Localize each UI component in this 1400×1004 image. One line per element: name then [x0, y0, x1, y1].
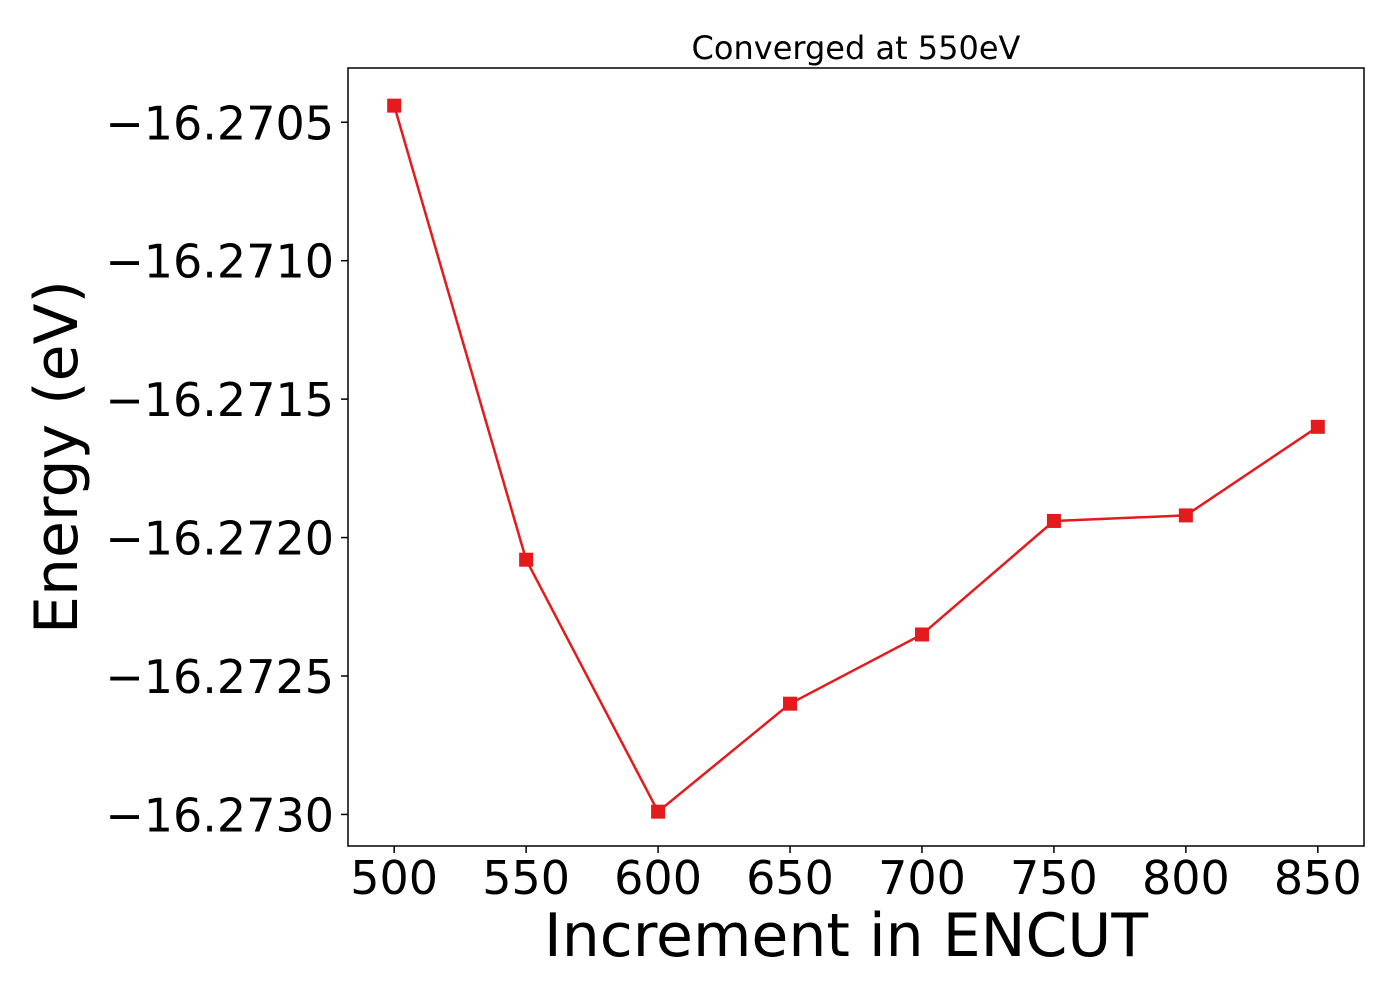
y-tick-label: −16.2715 [105, 373, 334, 427]
data-point-marker [914, 627, 929, 642]
x-tick-label: 650 [746, 851, 834, 905]
data-point-marker [387, 98, 402, 113]
data-point-marker [519, 552, 534, 567]
chart-title: Converged at 550eV [692, 29, 1021, 67]
y-tick-label: −16.2705 [105, 96, 334, 150]
y-tick-label: −16.2710 [105, 235, 334, 289]
x-tick-label: 700 [878, 851, 966, 905]
x-tick-label: 600 [614, 851, 702, 905]
data-point-marker [1046, 513, 1061, 528]
x-tick-label: 850 [1274, 851, 1362, 905]
x-tick-label: 750 [1010, 851, 1098, 905]
y-tick-label: −16.2720 [105, 512, 334, 566]
series-line [392, 105, 1319, 813]
data-point-marker [651, 804, 666, 819]
y-tick-label: −16.2730 [105, 788, 334, 842]
data-point-marker [783, 696, 798, 711]
data-point-marker [1178, 508, 1193, 523]
x-tick-label: 550 [482, 851, 570, 905]
x-axis-label: Increment in ENCUT [544, 901, 1148, 971]
plot-area: 500 550 600 650 700 750 800 850 −16.2705 −16.2710… [105, 67, 1365, 905]
x-tick-label: 800 [1142, 851, 1230, 905]
axes-frame [347, 67, 1365, 847]
y-tick-label: −16.2725 [105, 650, 334, 704]
data-point-marker [1310, 419, 1325, 434]
x-tick-label: 500 [350, 851, 438, 905]
y-axis-label: Energy (eV) [22, 280, 92, 634]
